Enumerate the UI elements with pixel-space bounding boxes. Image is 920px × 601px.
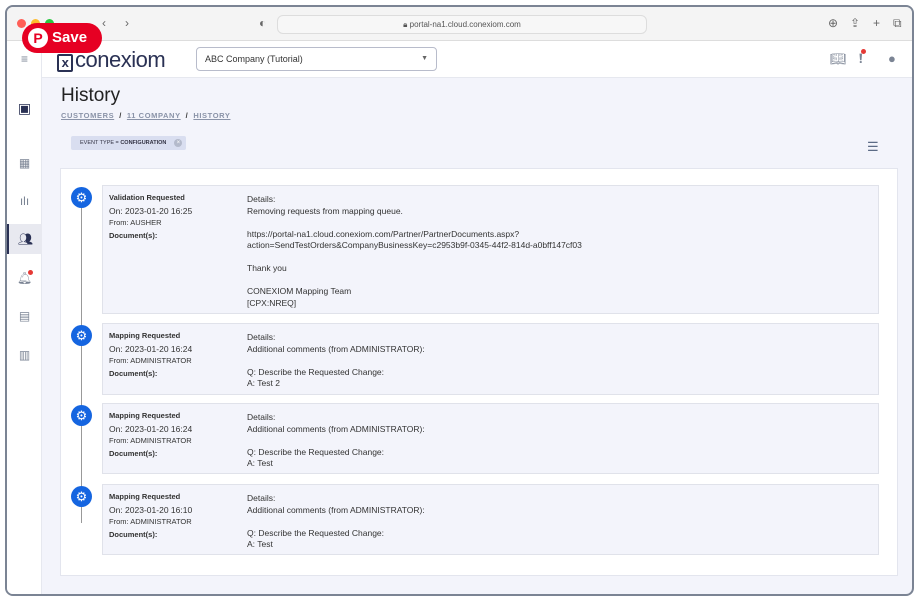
detail-line: action=SendTestOrders&CompanyBusinessKey…	[247, 240, 582, 250]
event-documents: Document(s):	[109, 529, 158, 539]
detail-line: Additional comments (from ADMINISTRATOR)…	[247, 423, 425, 434]
pinterest-save-button[interactable]: P Save	[22, 23, 102, 53]
event-documents: Document(s):	[109, 448, 158, 458]
document-icon[interactable]: ▤	[18, 309, 31, 323]
event-details: Details: Removing requests from mapping q…	[247, 194, 582, 309]
sidebar: ≡ ▣ ▦ ılı 👥︎ 🔔︎ ▤ ▥	[7, 41, 42, 594]
detail-line: Details:	[247, 412, 276, 422]
share-icon[interactable]: ⇪	[850, 16, 861, 30]
history-entry: Validation Requested On: 2023-01-20 16:2…	[102, 185, 879, 314]
filter-settings-icon[interactable]: ☰	[867, 139, 879, 154]
breadcrumb-company[interactable]: 11 COMPANY	[126, 111, 181, 120]
shield-icon[interactable]: ◐	[259, 16, 267, 30]
event-details: Details: Additional comments (from ADMINI…	[247, 332, 425, 390]
browser-window: ‹ › ◐ 🔒︎ portal-na1.cloud.conexiom.com ⊕…	[5, 5, 914, 596]
back-icon[interactable]: ‹	[102, 16, 106, 30]
menu-icon[interactable]: ≡	[20, 52, 28, 66]
history-entry: Mapping Requested On: 2023-01-20 16:10 F…	[102, 484, 879, 555]
page-title: History	[61, 85, 121, 106]
history-entry: Mapping Requested On: 2023-01-20 16:24 F…	[102, 403, 879, 474]
account-icon[interactable]: ●	[888, 51, 896, 66]
notifications-icon[interactable]: 🔔︎	[16, 270, 33, 285]
event-documents: Document(s):	[109, 230, 158, 240]
detail-line: Removing requests from mapping queue.	[247, 205, 403, 216]
detail-line: Details:	[247, 493, 276, 503]
building-icon[interactable]: ▥	[18, 348, 31, 362]
tabs-overview-icon[interactable]: ⧉	[893, 16, 902, 30]
detail-line	[247, 516, 425, 528]
event-type: Validation Requested	[109, 193, 185, 202]
detail-line: Q: Describe the Requested Change:	[247, 366, 385, 377]
event-details: Details: Additional comments (from ADMINI…	[247, 412, 425, 470]
gear-icon: ⚙	[71, 325, 92, 346]
detail-line: CONEXIOM Mapping Team	[247, 286, 352, 296]
dashboard-icon[interactable]: ▦	[18, 156, 31, 170]
conexiom-logo[interactable]: x conexiom	[57, 47, 166, 73]
event-documents: Document(s):	[109, 368, 158, 378]
event-date: On: 2023-01-20 16:25	[109, 205, 193, 216]
address-bar[interactable]: 🔒︎ portal-na1.cloud.conexiom.com	[277, 15, 647, 34]
gear-icon: ⚙	[71, 405, 92, 426]
detail-line: Additional comments (from ADMINISTRATOR)…	[247, 343, 425, 354]
event-type: Mapping Requested	[109, 492, 181, 501]
chart-icon[interactable]: ılı	[19, 194, 30, 208]
pinterest-icon: P	[28, 28, 48, 48]
feedback-icon[interactable]: ❗︎	[859, 49, 866, 67]
detail-line: Details:	[247, 194, 276, 204]
detail-line	[247, 435, 425, 447]
browser-toolbar: ‹ › ◐ 🔒︎ portal-na1.cloud.conexiom.com ⊕…	[7, 7, 912, 41]
download-icon[interactable]: ⊕	[828, 16, 839, 30]
event-type: Mapping Requested	[109, 331, 181, 340]
detail-line: [CPX:NREQ]	[247, 297, 297, 308]
detail-line: Thank you	[247, 263, 287, 273]
detail-line: Details:	[247, 332, 276, 342]
detail-line	[247, 252, 582, 264]
book-icon[interactable]: 📖︎	[830, 51, 847, 66]
history-entry: Mapping Requested On: 2023-01-20 16:24 F…	[102, 323, 879, 395]
chevron-down-icon: ▼	[421, 55, 428, 62]
detail-line: A: Test 2	[247, 378, 280, 388]
breadcrumb: CUSTOMERS/11 COMPANY / HISTORY	[61, 111, 231, 120]
company-select[interactable]: ABC Company (Tutorial) ▼	[196, 47, 437, 71]
event-date: On: 2023-01-20 16:10	[109, 504, 193, 515]
breadcrumb-customers[interactable]: CUSTOMERS	[61, 111, 115, 120]
detail-line: A: Test	[247, 539, 273, 549]
lock-icon: 🔒︎	[403, 20, 410, 29]
detail-line: A: Test	[247, 458, 273, 468]
event-from: From: ADMINISTRATOR	[109, 436, 192, 445]
event-details: Details: Additional comments (from ADMINI…	[247, 493, 425, 551]
app-header: x conexiom ABC Company (Tutorial) ▼ 📖︎ ❗︎ …	[7, 41, 912, 78]
new-tab-icon[interactable]: +	[873, 16, 881, 30]
detail-line	[247, 275, 582, 287]
customers-icon[interactable]: 👥︎	[7, 224, 42, 254]
gear-icon: ⚙	[71, 486, 92, 507]
breadcrumb-history[interactable]: HISTORY	[193, 111, 231, 120]
event-date: On: 2023-01-20 16:24	[109, 343, 193, 354]
gear-icon: ⚙	[71, 187, 92, 208]
event-from: From: ADMINISTRATOR	[109, 517, 192, 526]
contacts-icon[interactable]: ▣	[17, 100, 32, 116]
detail-line: Additional comments (from ADMINISTRATOR)…	[247, 504, 425, 515]
detail-line	[247, 217, 582, 229]
event-type: Mapping Requested	[109, 411, 181, 420]
close-window-button[interactable]	[17, 19, 26, 28]
forward-icon[interactable]: ›	[125, 16, 129, 30]
event-from: From: AUSHER	[109, 218, 162, 227]
remove-filter-icon[interactable]: ×	[174, 139, 183, 147]
timeline-line	[81, 203, 82, 523]
event-from: From: ADMINISTRATOR	[109, 356, 192, 365]
detail-line: https://portal-na1.cloud.conexiom.com/Pa…	[247, 228, 520, 239]
detail-line: Q: Describe the Requested Change:	[247, 527, 385, 538]
detail-line: Q: Describe the Requested Change:	[247, 446, 385, 457]
event-date: On: 2023-01-20 16:24	[109, 423, 193, 434]
detail-line	[247, 355, 425, 367]
filter-chip[interactable]: EVENT TYPE = CONFIGURATION ×	[71, 136, 187, 150]
